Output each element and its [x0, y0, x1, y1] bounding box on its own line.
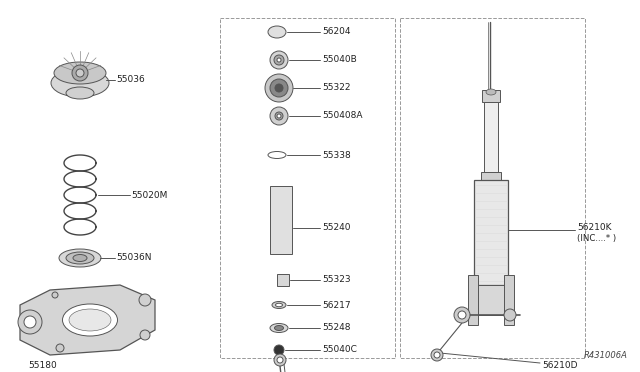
Text: 56204: 56204: [322, 28, 351, 36]
Circle shape: [504, 309, 516, 321]
Circle shape: [274, 354, 286, 366]
Circle shape: [431, 349, 443, 361]
Ellipse shape: [69, 309, 111, 331]
Circle shape: [270, 107, 288, 125]
Circle shape: [277, 58, 281, 62]
Bar: [470, 285, 512, 315]
Text: 55036N: 55036N: [116, 253, 152, 263]
Circle shape: [52, 292, 58, 298]
Ellipse shape: [54, 62, 106, 84]
Ellipse shape: [268, 26, 286, 38]
Circle shape: [274, 345, 284, 355]
Circle shape: [270, 51, 288, 69]
Circle shape: [72, 65, 88, 81]
Circle shape: [140, 330, 150, 340]
Bar: [484, 102, 498, 172]
Polygon shape: [20, 285, 155, 355]
Circle shape: [275, 84, 283, 92]
Bar: [277, 274, 289, 286]
Ellipse shape: [272, 301, 286, 308]
Text: R431006A: R431006A: [584, 351, 628, 360]
Text: 55040C: 55040C: [322, 346, 357, 355]
Ellipse shape: [73, 254, 87, 262]
Text: 55040B: 55040B: [322, 55, 356, 64]
Circle shape: [18, 310, 42, 334]
Ellipse shape: [51, 69, 109, 97]
Circle shape: [277, 357, 283, 363]
Text: 56217: 56217: [322, 301, 351, 310]
Bar: [504, 275, 514, 325]
Text: (INC....* ): (INC....* ): [577, 234, 616, 243]
Text: 55248: 55248: [322, 324, 351, 333]
Circle shape: [265, 74, 293, 102]
Circle shape: [76, 69, 84, 77]
Ellipse shape: [66, 87, 94, 99]
Ellipse shape: [66, 252, 94, 264]
Text: 55240: 55240: [322, 224, 351, 232]
Circle shape: [139, 294, 151, 306]
Ellipse shape: [486, 89, 496, 95]
Text: 55036: 55036: [116, 76, 145, 84]
Text: 56210K: 56210K: [577, 224, 611, 232]
Circle shape: [277, 114, 281, 118]
Text: 55323: 55323: [322, 276, 351, 285]
Text: 55338: 55338: [322, 151, 351, 160]
Ellipse shape: [275, 326, 284, 330]
Text: 55180: 55180: [28, 360, 57, 369]
Ellipse shape: [270, 324, 288, 333]
Bar: [220, 18, 395, 358]
Bar: [468, 275, 478, 325]
Bar: [481, 172, 501, 180]
Circle shape: [434, 352, 440, 358]
Ellipse shape: [59, 249, 101, 267]
Circle shape: [270, 79, 288, 97]
Circle shape: [454, 307, 470, 323]
Ellipse shape: [275, 303, 282, 307]
Circle shape: [24, 316, 36, 328]
Circle shape: [275, 112, 283, 120]
Bar: [482, 90, 500, 102]
Circle shape: [274, 55, 284, 65]
Text: 56210D: 56210D: [542, 360, 577, 369]
Bar: [270, 186, 292, 254]
Ellipse shape: [63, 304, 118, 336]
Circle shape: [458, 311, 466, 319]
Bar: [400, 18, 585, 358]
Text: 55322: 55322: [322, 83, 351, 93]
Circle shape: [56, 344, 64, 352]
Text: 550408A: 550408A: [322, 112, 362, 121]
Text: 55020M: 55020M: [131, 190, 168, 199]
Bar: [474, 180, 508, 285]
